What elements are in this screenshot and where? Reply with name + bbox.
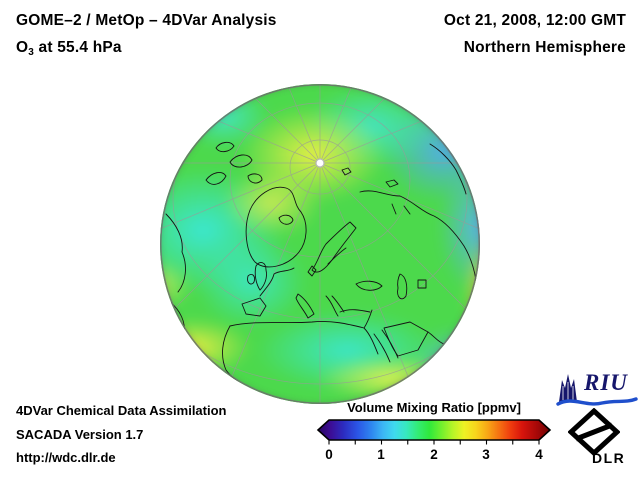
species-subscript: 3 [28,47,35,58]
timestamp-label: Oct 21, 2008, 12:00 GMT [443,12,626,29]
dlr-wing-icon [567,407,621,457]
colorbar-minor-ticks [328,440,540,445]
colorbar-title: Volume Mixing Ratio [ppmv] [347,400,521,415]
riu-wordmark: RIU [584,370,628,395]
colorbar-tick-label: 2 [430,447,438,462]
header-left: GOME–2 / MetOp – 4DVar Analysis O3 at 55… [16,12,277,67]
credit-line-version: SACADA Version 1.7 [16,427,144,442]
colorbar-tick-label: 3 [482,447,490,462]
graticule [160,84,480,404]
credit-line-url[interactable]: http://wdc.dlr.de [16,450,116,465]
hemisphere-label: Northern Hemisphere [463,39,626,56]
hemisphere-map [160,84,480,404]
variable-label: O3 at 55.4 hPa [16,39,277,58]
map-overlay [160,84,480,404]
cathedral-icon [559,374,577,402]
coastlines [165,141,477,399]
colorbar-tick-label: 4 [535,447,543,462]
colorbar-gradient-bar [316,419,552,445]
species-symbol: O [16,39,29,56]
river-wave-icon [556,397,638,406]
colorbar-tick-label: 0 [325,447,333,462]
product-title: GOME–2 / MetOp – 4DVar Analysis [16,12,277,29]
credit-line-assimilation: 4DVar Chemical Data Assimilation [16,403,227,418]
riu-logo: RIU [556,370,638,406]
dlr-wordmark: DLR [592,450,626,466]
pressure-level: at 55.4 hPa [34,39,122,56]
header-right: Oct 21, 2008, 12:00 GMT Northern Hemisph… [444,12,626,66]
north-pole-marker [315,158,325,168]
dlr-logo: DLR [567,407,638,470]
colorbar-tick-label: 1 [377,447,385,462]
